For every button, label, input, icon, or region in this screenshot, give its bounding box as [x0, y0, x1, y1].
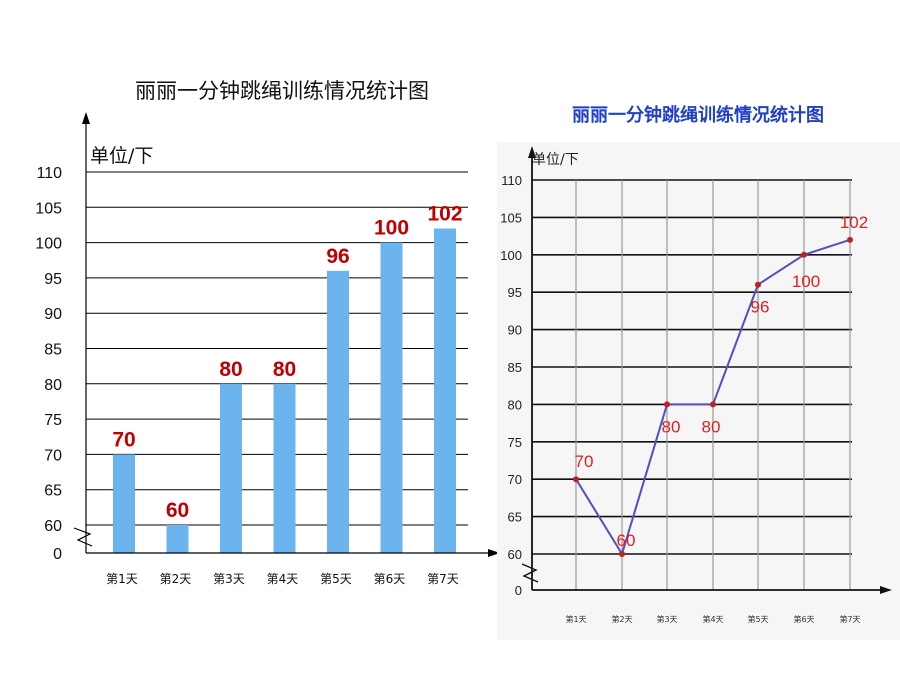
bar-axis-break: [73, 527, 93, 547]
line-y-tick-label: 70: [508, 472, 522, 487]
bar-x-tick-label: 第7天: [427, 572, 459, 586]
bar: [434, 228, 456, 554]
bar-x-axis-arrow: [488, 549, 500, 557]
bar-x-tick-label: 第3天: [213, 572, 245, 586]
line-point: [755, 281, 761, 288]
bar-y-tick-label: 100: [35, 236, 62, 253]
line-x-tick-label: 第4天: [702, 614, 723, 624]
bar-y-tick-label: 60: [44, 518, 62, 535]
line-chart-title: 丽丽一分钟跳绳训练情况统计图: [572, 104, 824, 126]
line-axis-break: [521, 563, 539, 583]
bar-data-label: 100: [374, 217, 409, 240]
line-point: [664, 401, 670, 408]
line-chart-gridlines: [532, 179, 852, 590]
bar-chart: 丽丽一分钟跳绳训练情况统计图 单位/下 0 60 65 70 75 80 85 90 95 100…: [35, 79, 500, 586]
line-y-tick-label: 60: [508, 547, 522, 562]
line-data-label: 80: [702, 417, 721, 436]
line-point: [573, 476, 579, 483]
bar-y-tick-label: 70: [44, 447, 62, 464]
line-chart: 丽丽一分钟跳绳训练情况统计图 单位/下 0 60 65 70 75 80 85 90 95 100…: [497, 104, 900, 640]
bar-data-label: 102: [427, 202, 462, 225]
bar-x-tick-label: 第5天: [320, 572, 352, 586]
line-data-label: 70: [575, 452, 594, 471]
line-data-label: 102: [840, 213, 868, 232]
bar-chart-bars: [113, 228, 456, 554]
line-data-label: 96: [751, 298, 770, 317]
bar-y-axis-arrow: [82, 112, 90, 124]
bar-chart-data-labels: 70 60 80 80 96 100 102: [112, 202, 462, 522]
bar-chart-axes: [73, 112, 500, 557]
line-y-tick-label: 80: [508, 397, 522, 412]
bar-data-label: 80: [219, 358, 242, 381]
line-y-tick-label: 75: [508, 435, 522, 450]
bar-chart-y-ticks: 0 60 65 70 75 80 85 90 95 100 105 110: [35, 165, 62, 563]
bar-chart-title: 丽丽一分钟跳绳训练情况统计图: [135, 79, 429, 103]
bar: [220, 383, 242, 553]
bar-data-label: 80: [273, 358, 296, 381]
line-y-tick-label: 65: [508, 510, 522, 525]
line-chart-unit-label: 单位/下: [532, 152, 579, 168]
bar: [380, 242, 403, 553]
line-chart-background: [497, 142, 900, 640]
line-chart-y-ticks: 0 60 65 70 75 80 85 90 95 100 105 110: [500, 173, 522, 598]
bar-x-tick-label: 第4天: [267, 572, 299, 586]
line-y-tick-label: 105: [500, 210, 522, 225]
line-y-tick-label: 110: [501, 173, 522, 188]
bar-x-tick-label: 第2天: [160, 572, 192, 586]
bar-data-label: 60: [166, 499, 189, 522]
line-x-tick-label: 第1天: [565, 614, 586, 624]
line-x-axis-arrow: [880, 586, 892, 594]
bar-y-tick-label: 80: [44, 377, 62, 394]
line-point: [619, 551, 625, 557]
bar: [113, 454, 135, 553]
bar-y-tick-label: 110: [36, 165, 62, 182]
bar-data-label: 70: [112, 428, 135, 451]
bar-y-tick-label: 0: [53, 546, 62, 563]
line-x-tick-label: 第3天: [656, 614, 677, 624]
line-data-label: 60: [617, 531, 636, 550]
line-data-label: 100: [792, 272, 820, 291]
line-y-tick-label: 95: [508, 285, 522, 300]
line-point: [801, 251, 807, 258]
bar-y-tick-label: 75: [44, 412, 62, 429]
line-point: [710, 401, 716, 408]
line-data-label: 80: [662, 417, 681, 436]
line-chart-series: [573, 236, 853, 557]
bar-y-tick-label: 85: [44, 342, 62, 359]
line-y-tick-label: 100: [500, 248, 522, 263]
line-chart-axes: [521, 146, 892, 594]
line-x-tick-label: 第2天: [611, 614, 632, 624]
line-x-tick-label: 第6天: [793, 614, 814, 624]
line-point: [847, 236, 853, 243]
bar-y-tick-label: 105: [35, 200, 62, 217]
bar-y-tick-label: 95: [44, 271, 62, 288]
bar-data-label: 96: [326, 245, 349, 268]
line-y-tick-label: 0: [515, 583, 522, 598]
bar: [273, 383, 296, 553]
line-y-axis-arrow: [528, 146, 536, 158]
bar-x-tick-label: 第1天: [106, 572, 138, 586]
line-y-tick-label: 90: [508, 323, 522, 338]
bar-chart-unit-label: 单位/下: [90, 145, 153, 167]
line-chart-x-ticks: 第1天 第2天 第3天 第4天 第5天 第6天 第7天: [565, 614, 860, 624]
bar-y-tick-label: 90: [44, 306, 62, 323]
line-x-tick-label: 第5天: [747, 614, 768, 624]
line-x-tick-label: 第7天: [839, 614, 860, 624]
line-chart-data-labels: 70 60 80 80 96 100 102: [575, 213, 869, 550]
bar: [166, 525, 189, 553]
line-y-tick-label: 85: [508, 360, 522, 375]
bar-chart-x-ticks: 第1天 第2天 第3天 第4天 第5天 第6天 第7天: [106, 572, 459, 586]
bar: [327, 270, 349, 553]
bar-y-tick-label: 65: [44, 483, 62, 500]
bar-x-tick-label: 第6天: [374, 572, 406, 586]
